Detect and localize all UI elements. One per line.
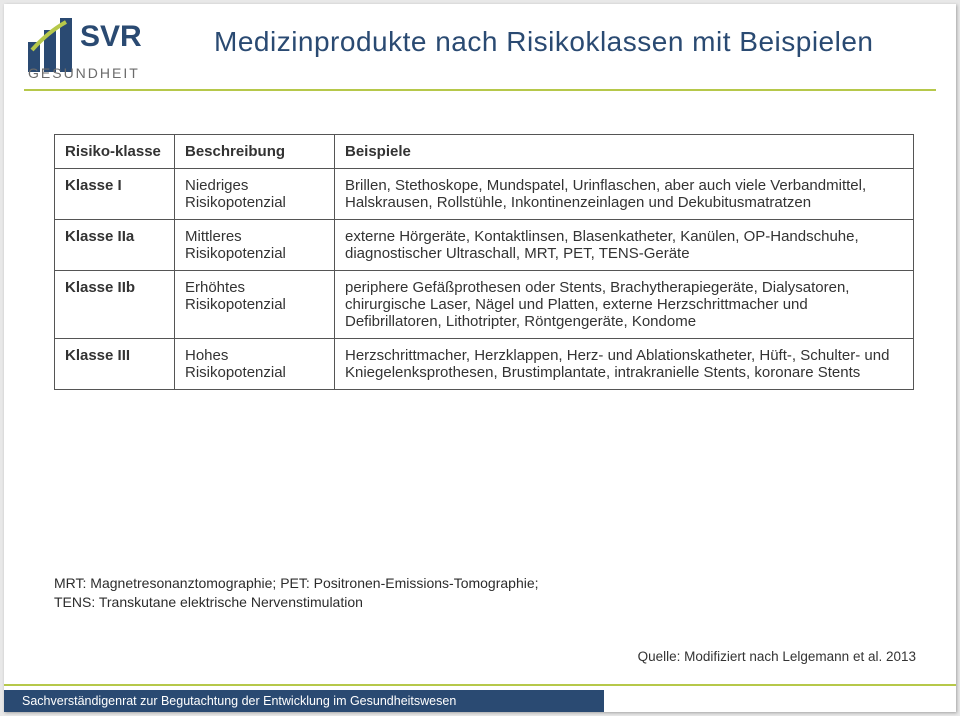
cell-description: Niedriges Risikopotenzial bbox=[175, 169, 335, 220]
logo-text-sub: GESUNDHEIT bbox=[28, 65, 140, 81]
footer-text: Sachverständigenrat zur Begutachtung der… bbox=[4, 690, 604, 712]
cell-description: Hohes Risikopotenzial bbox=[175, 339, 335, 390]
cell-examples: Herzschrittmacher, Herzklappen, Herz- un… bbox=[335, 339, 914, 390]
footer-bar: Sachverständigenrat zur Begutachtung der… bbox=[4, 684, 956, 712]
cell-description: Erhöhtes Risikopotenzial bbox=[175, 271, 335, 339]
cell-class: Klasse I bbox=[55, 169, 175, 220]
logo-text-top: SVR bbox=[80, 20, 142, 53]
col-header-description: Beschreibung bbox=[175, 135, 335, 169]
cell-examples: Brillen, Stethoskope, Mundspatel, Urinfl… bbox=[335, 169, 914, 220]
cell-description: Mittleres Risikopotenzial bbox=[175, 220, 335, 271]
cell-examples: externe Hörgeräte, Kontaktlinsen, Blasen… bbox=[335, 220, 914, 271]
table-row: Klasse III Hohes Risikopotenzial Herzsch… bbox=[55, 339, 914, 390]
risk-class-table: Risiko-klasse Beschreibung Beispiele Kla… bbox=[54, 134, 914, 390]
abbreviation-footnote: MRT: Magnetresonanztomographie; PET: Pos… bbox=[54, 574, 896, 612]
table-row: Klasse I Niedriges Risikopotenzial Brill… bbox=[55, 169, 914, 220]
title-underline bbox=[24, 89, 936, 91]
col-header-examples: Beispiele bbox=[335, 135, 914, 169]
cell-class: Klasse IIb bbox=[55, 271, 175, 339]
cell-examples: periphere Gefäßprothesen oder Stents, Br… bbox=[335, 271, 914, 339]
slide-title: Medizinprodukte nach Risikoklassen mit B… bbox=[214, 26, 936, 58]
cell-class: Klasse III bbox=[55, 339, 175, 390]
table-row: Klasse IIb Erhöhtes Risikopotenzial peri… bbox=[55, 271, 914, 339]
svr-logo: SVR GESUNDHEIT bbox=[24, 12, 204, 82]
source-citation: Quelle: Modifiziert nach Lelgemann et al… bbox=[638, 649, 916, 664]
col-header-class: Risiko-klasse bbox=[55, 135, 175, 169]
table-row: Klasse IIa Mittleres Risikopotenzial ext… bbox=[55, 220, 914, 271]
cell-class: Klasse IIa bbox=[55, 220, 175, 271]
